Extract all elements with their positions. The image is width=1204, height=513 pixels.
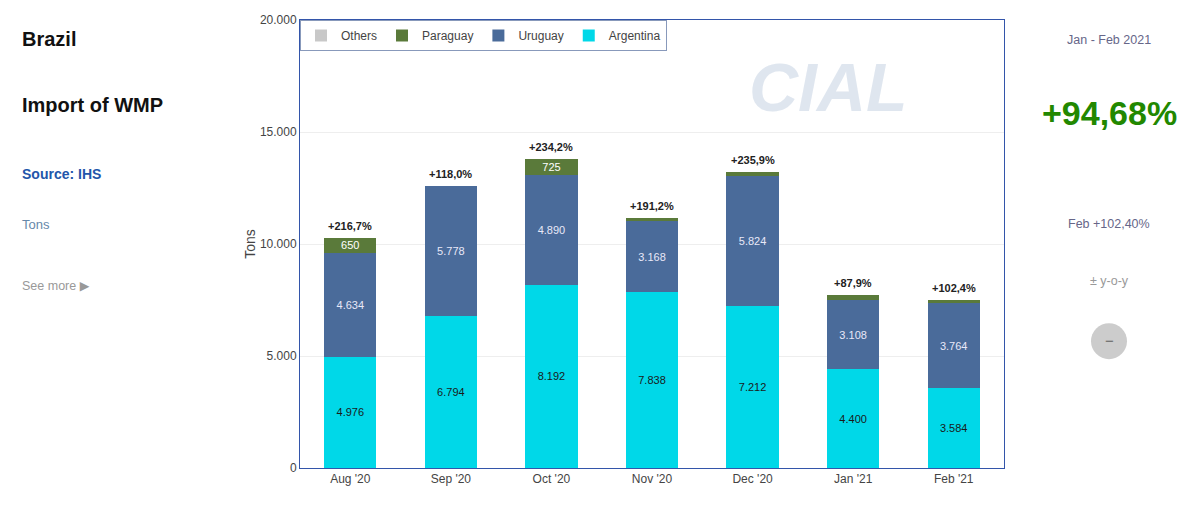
svg-text:4.634: 4.634: [337, 299, 365, 311]
svg-text:Aug '20: Aug '20: [330, 472, 371, 486]
svg-text:15.000: 15.000: [260, 125, 297, 139]
svg-text:0: 0: [290, 461, 297, 475]
svg-text:Paraguay: Paraguay: [422, 29, 473, 43]
svg-text:+191,2%: +191,2%: [630, 200, 674, 212]
svg-text:+102,4%: +102,4%: [932, 282, 976, 294]
svg-text:7.838: 7.838: [638, 374, 666, 386]
svg-text:Others: Others: [341, 29, 377, 43]
svg-text:Tons: Tons: [242, 229, 258, 259]
svg-text:8.192: 8.192: [538, 370, 566, 382]
svg-text:Oct '20: Oct '20: [533, 472, 571, 486]
svg-text:Uruguay: Uruguay: [518, 29, 563, 43]
svg-text:Feb +102,40%: Feb +102,40%: [1068, 217, 1150, 231]
svg-text:725: 725: [542, 161, 560, 173]
svg-text:CIAL: CIAL: [749, 49, 908, 125]
svg-text:+235,9%: +235,9%: [731, 154, 775, 166]
svg-text:3.764: 3.764: [940, 340, 968, 352]
svg-text:Import of WMP: Import of WMP: [22, 94, 163, 116]
svg-text:6.794: 6.794: [437, 386, 465, 398]
svg-text:4.890: 4.890: [538, 224, 566, 236]
svg-text:Feb '21: Feb '21: [934, 472, 974, 486]
svg-text:Tons: Tons: [22, 217, 50, 232]
svg-text:20.000: 20.000: [260, 13, 297, 27]
svg-text:650: 650: [341, 239, 359, 251]
svg-text:+87,9%: +87,9%: [834, 277, 872, 289]
svg-text:± y-o-y: ± y-o-y: [1090, 274, 1129, 288]
svg-text:Argentina: Argentina: [609, 29, 661, 43]
svg-text:7.212: 7.212: [739, 381, 767, 393]
svg-text:Brazil: Brazil: [22, 28, 76, 50]
svg-text:See more ▶: See more ▶: [22, 279, 90, 293]
svg-text:3.584: 3.584: [940, 422, 968, 434]
svg-text:+118,0%: +118,0%: [429, 168, 472, 180]
svg-text:5.778: 5.778: [437, 245, 465, 257]
svg-text:4.400: 4.400: [839, 413, 867, 425]
svg-text:5.000: 5.000: [267, 349, 297, 363]
svg-text:+234,2%: +234,2%: [529, 141, 573, 153]
svg-text:+94,68%: +94,68%: [1042, 94, 1177, 132]
svg-text:10.000: 10.000: [260, 237, 297, 251]
svg-text:−: −: [1105, 332, 1114, 349]
svg-text:4.976: 4.976: [337, 406, 365, 418]
svg-text:5.824: 5.824: [739, 235, 767, 247]
svg-text:3.108: 3.108: [839, 329, 867, 341]
svg-text:+216,7%: +216,7%: [328, 220, 372, 232]
svg-text:3.168: 3.168: [638, 251, 666, 263]
svg-text:Sep '20: Sep '20: [431, 472, 472, 486]
svg-text:Dec '20: Dec '20: [732, 472, 773, 486]
svg-text:Jan '21: Jan '21: [834, 472, 873, 486]
svg-text:Source: IHS: Source: IHS: [22, 166, 101, 182]
svg-text:Nov '20: Nov '20: [632, 472, 673, 486]
svg-text:Jan - Feb 2021: Jan - Feb 2021: [1067, 33, 1151, 47]
